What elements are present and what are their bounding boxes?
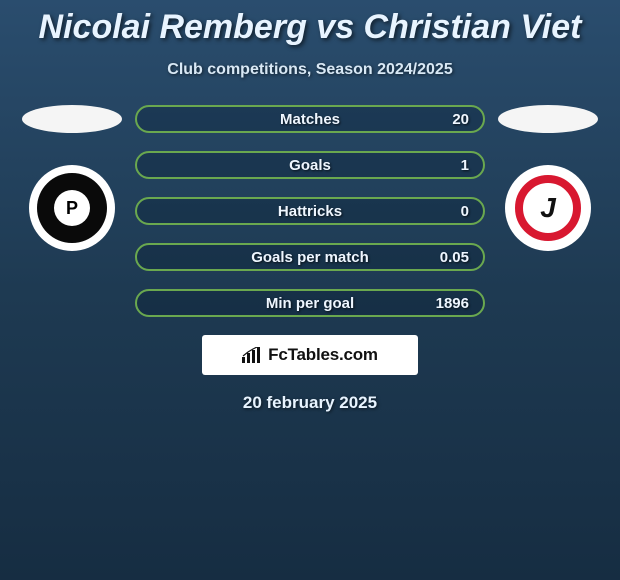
stat-row: Goals 1	[135, 151, 485, 179]
stats-column: Matches 20 Goals 1 Hattricks 0 Goals per…	[135, 105, 485, 317]
club-badge-right-letter: J	[515, 175, 581, 241]
stat-row: Goals per match 0.05	[135, 243, 485, 271]
stat-label: Goals per match	[251, 249, 369, 266]
club-badge-left-inner: P	[37, 173, 107, 243]
club-badge-right: J	[505, 165, 591, 251]
left-player-column: P	[17, 105, 127, 251]
stat-value: 20	[452, 111, 469, 128]
player-photo-placeholder-right	[498, 105, 598, 133]
comparison-row: P Matches 20 Goals 1 Hattricks 0 Goals p…	[0, 105, 620, 317]
stat-value: 0.05	[440, 249, 469, 266]
club-badge-left: P	[29, 165, 115, 251]
stat-value: 1	[461, 157, 469, 174]
right-player-column: J	[493, 105, 603, 251]
page-title: Nicolai Remberg vs Christian Viet	[0, 0, 620, 47]
player-photo-placeholder-left	[22, 105, 122, 133]
stat-row: Hattricks 0	[135, 197, 485, 225]
stat-value: 0	[461, 203, 469, 220]
brand-link[interactable]: FcTables.com	[202, 335, 418, 375]
bar-chart-icon	[242, 347, 262, 363]
stat-label: Min per goal	[266, 295, 354, 312]
brand-text: FcTables.com	[268, 345, 378, 365]
footer-date: 20 february 2025	[0, 393, 620, 413]
stat-row: Matches 20	[135, 105, 485, 133]
club-badge-left-letter: P	[54, 190, 90, 226]
stat-row: Min per goal 1896	[135, 289, 485, 317]
stat-label: Hattricks	[278, 203, 342, 220]
stat-label: Matches	[280, 111, 340, 128]
stat-label: Goals	[289, 157, 331, 174]
subtitle: Club competitions, Season 2024/2025	[0, 61, 620, 79]
stat-value: 1896	[436, 295, 469, 312]
